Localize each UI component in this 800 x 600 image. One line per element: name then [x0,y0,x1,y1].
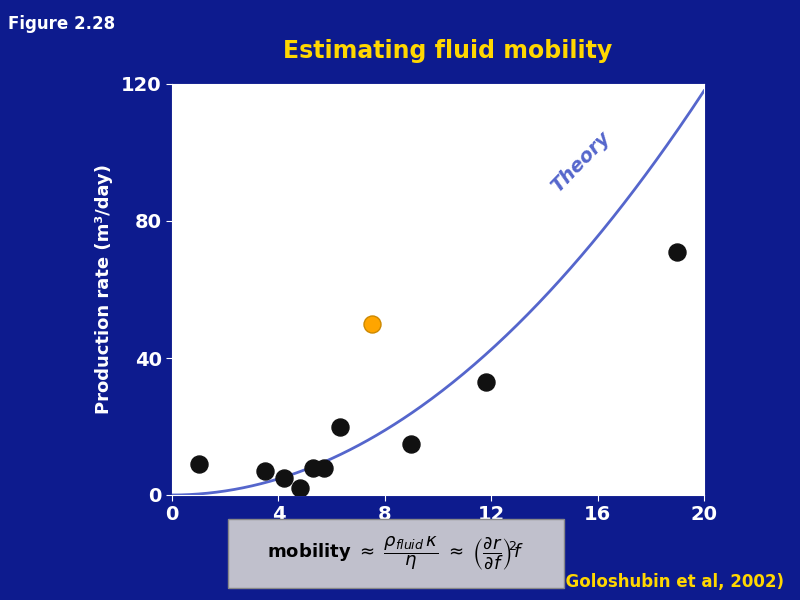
Point [294,484,306,493]
Point [306,463,319,472]
Text: Estimating fluid mobility: Estimating fluid mobility [283,39,613,63]
Point [318,463,330,472]
Text: $\mathbf{mobility}\ \approx\ \dfrac{\rho_{\mathit{fluid}}\,\kappa}{\eta}\ \appro: $\mathbf{mobility}\ \approx\ \dfrac{\rho… [267,535,525,572]
Y-axis label: Production rate (m³/day): Production rate (m³/day) [94,164,113,415]
Point [278,473,290,482]
Point [479,377,492,387]
Text: Theory: Theory [547,128,614,196]
Text: (Goloshubin et al, 2002): (Goloshubin et al, 2002) [558,573,784,591]
Point [192,460,205,469]
Point [365,319,378,329]
Point [671,247,684,257]
Point [258,466,271,476]
Point [405,439,418,448]
Text: Figure 2.28: Figure 2.28 [8,15,115,33]
Point [333,422,346,431]
